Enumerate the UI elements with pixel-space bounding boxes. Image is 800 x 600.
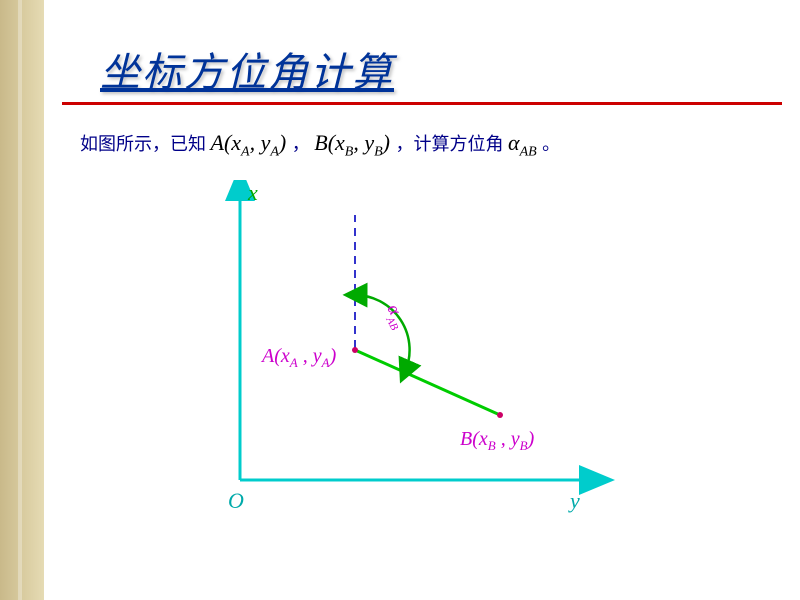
description-text: 如图所示，已知 A(xA, yA) ， B(xB, yB) ，计算方位角 αAB… — [80, 130, 560, 160]
point-b-label: B(xB , yB) — [460, 428, 534, 454]
line-ab — [355, 350, 500, 415]
alpha-expr: αAB — [508, 130, 542, 155]
desc-period: 。 — [542, 134, 560, 154]
slide-title: 坐标方位角计算 — [100, 40, 394, 98]
desc-suffix: ，计算方位角 — [396, 134, 504, 154]
y-axis-label: y — [570, 488, 580, 514]
point-a-expr: A(xA, yA) — [211, 130, 292, 155]
border-edge — [44, 0, 48, 600]
point-a-dot — [352, 347, 358, 353]
point-b-dot — [497, 412, 503, 418]
desc-sep: ， — [292, 134, 315, 154]
desc-prefix: 如图所示，已知 — [80, 134, 211, 154]
point-b-expr: B(xB, yB) — [314, 130, 395, 155]
left-decorative-border — [0, 0, 48, 600]
origin-label: O — [228, 488, 244, 514]
x-axis-label: x — [248, 180, 258, 206]
coordinate-diagram: αAB x O y A(xA , yA) B(xB , yB) — [200, 180, 620, 540]
alpha-label: αAB — [379, 300, 412, 332]
point-a-label: A(xA , yA) — [262, 345, 336, 371]
border-stripe — [18, 0, 22, 600]
title-underline — [62, 102, 782, 105]
